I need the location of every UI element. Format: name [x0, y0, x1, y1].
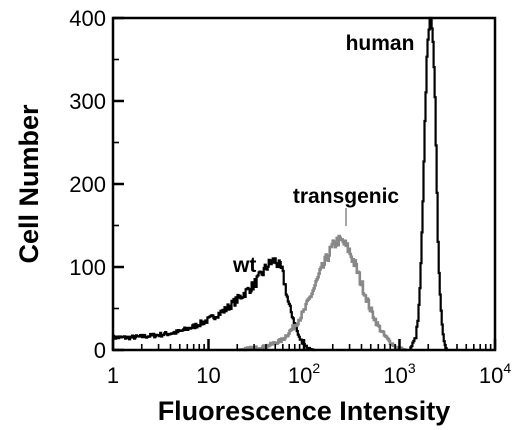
y-axis-title: Cell Number: [14, 104, 44, 264]
x-tick-label: 10: [196, 363, 220, 388]
x-axis-title: Fluorescence Intensity: [158, 396, 451, 426]
y-tick-label: 100: [69, 255, 106, 280]
labels-layer: wt transgenic human: [232, 32, 414, 277]
x-tick-label: 104: [479, 360, 511, 388]
series-layer: [111, 16, 448, 352]
x-tick-label: 1: [107, 363, 119, 388]
y-tick-label: 400: [69, 6, 106, 31]
series-label-transgenic: transgenic: [293, 185, 400, 208]
series-line-human: [409, 16, 448, 352]
series-label-wt: wt: [232, 254, 256, 277]
x-tick-label: 102: [288, 360, 320, 388]
y-tick-label: 0: [94, 338, 106, 363]
series-line-transgenic: [235, 234, 408, 352]
x-tick-label: 103: [383, 360, 415, 388]
series-line-wt: [111, 257, 315, 352]
y-tick-label: 200: [69, 172, 106, 197]
y-tick-label: 300: [69, 89, 106, 114]
series-label-human: human: [346, 32, 415, 55]
